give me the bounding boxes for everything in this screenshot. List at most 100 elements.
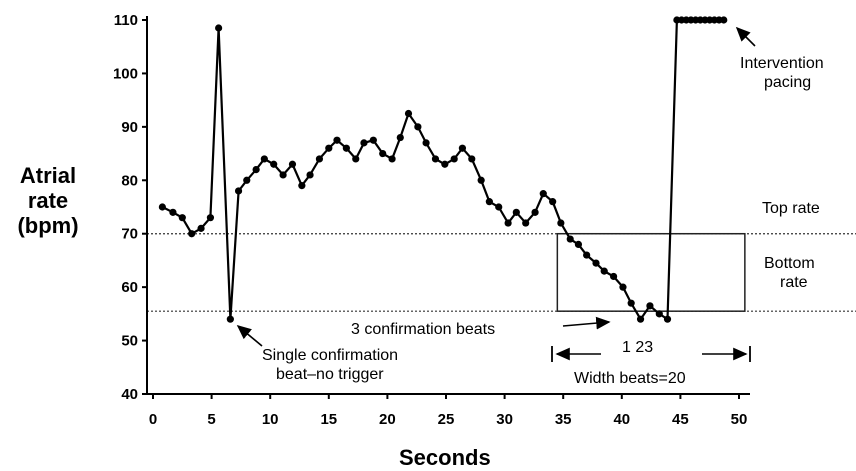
intervention-arrow [735,26,756,47]
y-axis-label: Atrial rate (bpm) [6,163,90,238]
data-point [260,155,268,163]
data-point [422,139,430,147]
single-confirmation-arrow [236,324,263,347]
data-point [188,230,196,238]
data-point [600,267,608,275]
data-point [306,171,314,179]
data-point [158,203,166,211]
y-tick-label: 70 [121,226,138,243]
data-point [627,299,635,307]
data-point [549,198,557,206]
x-tick-label: 10 [262,411,279,428]
data-point [279,171,287,179]
data-point [592,259,600,267]
data-point [379,149,387,158]
bottom-rate-label-line-2: rate [780,274,808,291]
confirmation-beat-numbers: 1 23 [622,339,653,356]
data-point [369,136,377,144]
x-tick-label: 45 [672,411,689,428]
x-tick-label: 35 [555,411,572,428]
y-axis-label-line-3: (bpm) [17,213,79,238]
x-tick-label: 50 [731,411,748,428]
data-point [539,190,547,198]
data-point [441,160,449,168]
data-point [583,251,591,259]
data-point [619,283,627,291]
data-point [243,176,251,184]
y-tick-label: 50 [121,333,138,350]
data-point [388,155,396,163]
data-point [450,155,458,163]
data-point [646,302,654,310]
data-point [468,155,476,163]
data-point [315,155,324,163]
data-point [522,219,530,227]
data-point [531,208,539,216]
y-tick-label: 110 [114,12,138,29]
x-tick-label: 25 [438,411,455,428]
data-point [636,315,645,323]
y-axis-label-line-2: rate [27,188,69,213]
x-tick-label: 20 [379,411,396,428]
detection-window-box [556,232,746,312]
data-point [566,235,574,243]
data-point [495,203,503,211]
x-tick-label: 15 [320,411,337,428]
intervention-label-line-1: Intervention [740,55,824,72]
y-tick-label: 40 [121,386,138,403]
data-point [298,182,306,190]
single-confirmation-label-line-2: beat–no trigger [276,366,384,383]
x-axis-label: Seconds [399,445,491,470]
data-point [360,139,368,147]
data-point [333,136,341,144]
y-tick-label: 90 [121,119,138,136]
data-point [458,144,467,152]
data-point [655,310,663,318]
data-point [609,272,618,281]
data-point [574,240,583,248]
axes: 40 50 60 70 80 90 100 110 0 5 10 15 20 25 30 35 40 45 50 [113,12,750,428]
data-point [234,187,243,195]
x-tick-label: 30 [496,411,513,428]
single-confirmation-label-line-1: Single confirmation [262,347,398,364]
data-point [512,208,520,216]
y-tick-label: 100 [113,65,138,82]
data-point [215,24,223,32]
y-axis-label-line-1: Atrial [19,163,77,188]
y-tick-label: 80 [121,172,138,189]
x-tick-label: 5 [207,411,215,428]
three-confirmation-arrow [562,316,611,330]
data-point [226,315,234,323]
data-point [396,133,404,142]
rate-series [158,16,728,323]
three-confirmation-label: 3 confirmation beats [351,321,495,338]
x-tick-label: 40 [613,411,630,428]
detection-box [556,232,746,312]
data-point [477,176,485,184]
width-beats-label: Width beats=20 [574,370,686,387]
data-point [197,224,205,232]
y-tick-label: 60 [121,279,138,296]
data-point [431,155,440,163]
top-rate-label: Top rate [762,200,820,217]
data-point [206,214,215,222]
data-point [288,160,297,168]
data-point [270,160,278,168]
data-point [169,208,177,216]
data-point [557,219,565,227]
reference-lines [147,233,856,312]
series-line [161,18,724,322]
data-point [720,16,728,24]
data-point [325,144,333,152]
data-point [404,109,413,118]
data-point [252,166,260,174]
x-tick-label: 0 [149,411,157,428]
data-point [485,198,493,206]
data-point [342,144,350,152]
intervention-label-line-2: pacing [764,74,811,91]
data-point [504,219,512,227]
annotations: Intervention pacing Top rate Bottom rate 3 co… [236,26,824,387]
data-point [663,315,672,323]
data-point [352,155,360,163]
